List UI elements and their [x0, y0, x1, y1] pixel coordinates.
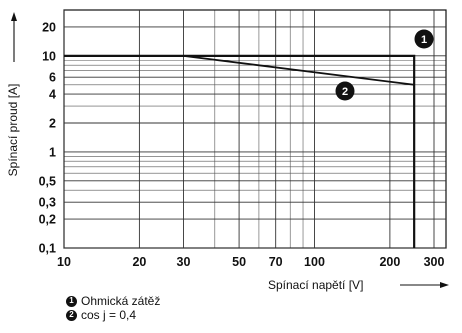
y-tick-label: 1	[49, 145, 56, 159]
grid-minor	[64, 10, 446, 248]
x-tick-label: 100	[304, 255, 325, 269]
y-axis-arrow-head	[11, 12, 17, 21]
legend-item-2: 2 cos j = 0,4	[66, 308, 160, 322]
legend-item-1: 1 Ohmická zátěž	[66, 294, 160, 308]
legend-marker-1: 1	[66, 295, 77, 307]
x-tick-label: 10	[57, 255, 71, 269]
y-tick-labels: 0,1 0,2 0,3 0,5 1 2 4 6 10 20	[39, 20, 56, 255]
y-tick-label: 20	[42, 20, 56, 34]
y-tick-label: 10	[42, 49, 56, 63]
legend: 1 Ohmická zátěž 2 cos j = 0,4	[66, 294, 160, 322]
svg-text:2: 2	[342, 86, 348, 98]
grid-major	[63, 9, 447, 249]
legend-marker-2: 2	[66, 309, 77, 321]
x-tick-label: 50	[232, 255, 246, 269]
x-tick-label: 70	[269, 255, 283, 269]
series-line-2	[183, 54, 415, 86]
y-tick-label: 0,5	[39, 174, 56, 188]
plot-frame	[63, 9, 447, 249]
x-tick-label: 30	[177, 255, 191, 269]
y-tick-label: 0,1	[39, 242, 56, 256]
y-axis-label: Spínací proud [A]	[6, 84, 20, 177]
y-tick-label: 0,2	[39, 213, 56, 227]
series-line-1	[64, 54, 416, 248]
x-tick-label: 20	[132, 255, 146, 269]
x-tick-label: 200	[379, 255, 400, 269]
y-tick-label: 2	[49, 116, 56, 130]
x-tick-label: 300	[424, 255, 445, 269]
legend-label-2: cos j = 0,4	[81, 308, 137, 322]
series-2-marker: 2	[335, 81, 355, 101]
y-tick-label: 6	[49, 71, 56, 85]
y-tick-label: 4	[49, 88, 56, 102]
series	[64, 54, 416, 248]
svg-text:1: 1	[421, 34, 427, 46]
x-axis-label: Spínací napětí [V]	[268, 278, 363, 292]
y-tick-label: 0,3	[39, 196, 56, 210]
legend-label-1: Ohmická zátěž	[81, 294, 161, 308]
x-tick-labels: 10 20 30 50 70 100 200 300	[57, 255, 444, 269]
x-axis-arrow-head	[440, 282, 449, 288]
series-1-marker: 1	[414, 29, 434, 49]
